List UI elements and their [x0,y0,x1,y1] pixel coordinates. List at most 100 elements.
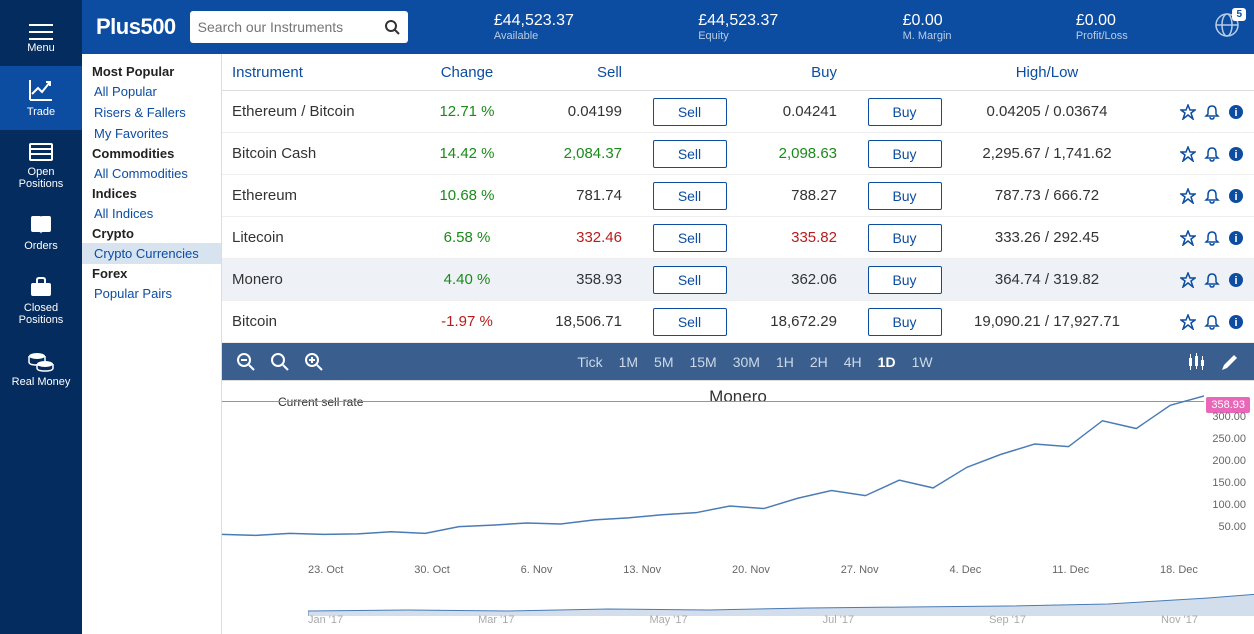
nav-trade-label: Trade [27,106,55,118]
info-icon[interactable]: i [1228,146,1244,162]
table-row[interactable]: Ethereum / Bitcoin 12.71 % 0.04199 Sell … [222,91,1254,133]
sell-button[interactable]: Sell [653,182,727,210]
nav-orders-label: Orders [24,240,58,252]
timeframe-option[interactable]: 1H [776,354,794,370]
buy-button[interactable]: Buy [868,98,942,126]
nav-open-positions-label: Open Positions [19,166,64,190]
notifications[interactable]: 5 [1214,12,1240,43]
th-buy[interactable]: Buy [737,64,857,81]
timeframe-option[interactable]: 4H [844,354,862,370]
cell-change: 4.40 % [412,271,522,288]
balance-item: £0.00M. Margin [903,12,952,42]
star-icon[interactable] [1180,188,1196,204]
y-tick: 150.00 [1212,477,1246,499]
bell-icon[interactable] [1204,314,1220,330]
nav-closed-positions[interactable]: Closed Positions [0,264,82,338]
category-item[interactable]: Risers & Fallers [82,102,221,123]
nav-trade[interactable]: Trade [0,66,82,130]
nav-open-positions[interactable]: Open Positions [0,130,82,202]
balance-label: M. Margin [903,30,952,42]
overview-chart[interactable] [308,584,1254,616]
star-icon[interactable] [1180,230,1196,246]
list-icon [28,142,54,162]
timeframe-option[interactable]: 30M [733,354,760,370]
star-icon[interactable] [1180,146,1196,162]
category-item[interactable]: My Favorites [82,123,221,144]
category-item[interactable]: All Commodities [82,163,221,184]
cell-instrument: Monero [232,271,412,288]
buy-button[interactable]: Buy [868,308,942,336]
bell-icon[interactable] [1204,230,1220,246]
cell-sell: 358.93 [522,271,642,288]
th-highlow[interactable]: High/Low [952,64,1142,81]
x2-tick: Nov '17 [1161,614,1198,626]
sell-button[interactable]: Sell [653,140,727,168]
bell-icon[interactable] [1204,104,1220,120]
search-icon[interactable] [384,19,400,35]
table-row[interactable]: Bitcoin Cash 14.42 % 2,084.37 Sell 2,098… [222,133,1254,175]
bell-icon[interactable] [1204,272,1220,288]
info-icon[interactable]: i [1228,272,1244,288]
timeframe-option[interactable]: 1W [912,354,933,370]
table-row[interactable]: Bitcoin -1.97 % 18,506.71 Sell 18,672.29… [222,301,1254,343]
info-icon[interactable]: i [1228,230,1244,246]
timeframe-option[interactable]: 5M [654,354,673,370]
buy-button[interactable]: Buy [868,224,942,252]
star-icon[interactable] [1180,314,1196,330]
sell-button[interactable]: Sell [653,266,727,294]
price-line-chart[interactable] [222,395,1204,555]
sell-button[interactable]: Sell [653,98,727,126]
left-nav: Menu Trade Open Positions Orders Closed … [0,0,82,634]
buy-button[interactable]: Buy [868,140,942,168]
pencil-icon[interactable] [1220,352,1240,372]
zoom-out-icon[interactable] [236,352,256,372]
timeframe-option[interactable]: 15M [689,354,716,370]
x-tick: 4. Dec [949,564,981,576]
th-change[interactable]: Change [412,64,522,81]
cell-instrument: Bitcoin Cash [232,145,412,162]
category-item[interactable]: All Indices [82,203,221,224]
star-icon[interactable] [1180,272,1196,288]
x-tick: 23. Oct [308,564,343,576]
cell-buy: 18,672.29 [737,313,857,330]
sell-button[interactable]: Sell [653,224,727,252]
star-icon[interactable] [1180,104,1196,120]
cell-sell: 332.46 [522,229,642,246]
nav-menu-label: Menu [27,42,55,54]
nav-menu[interactable]: Menu [0,8,82,66]
table-row[interactable]: Ethereum 10.68 % 781.74 Sell 788.27 Buy … [222,175,1254,217]
timeframe-option[interactable]: Tick [577,354,602,370]
sell-button[interactable]: Sell [653,308,727,336]
bell-icon[interactable] [1204,188,1220,204]
th-sell[interactable]: Sell [522,64,642,81]
timeframe-option[interactable]: 1D [878,354,896,370]
timeframe-option[interactable]: 1M [619,354,638,370]
x-tick: 6. Nov [521,564,553,576]
category-item[interactable]: Popular Pairs [82,283,221,304]
candlestick-icon[interactable] [1186,352,1206,372]
category-group: Crypto [82,224,221,243]
cell-change: 10.68 % [412,187,522,204]
svg-text:i: i [1234,149,1237,161]
nav-orders[interactable]: Orders [0,202,82,264]
th-instrument[interactable]: Instrument [232,64,412,81]
bell-icon[interactable] [1204,146,1220,162]
info-icon[interactable]: i [1228,104,1244,120]
y-tick: 50.00 [1212,521,1246,543]
buy-button[interactable]: Buy [868,266,942,294]
table-row[interactable]: Monero 4.40 % 358.93 Sell 362.06 Buy 364… [222,259,1254,301]
search-input[interactable] [198,19,384,35]
zoom-reset-icon[interactable] [270,352,290,372]
table-row[interactable]: Litecoin 6.58 % 332.46 Sell 335.82 Buy 3… [222,217,1254,259]
timeframe-option[interactable]: 2H [810,354,828,370]
nav-real-money[interactable]: Real Money [0,338,82,400]
category-item[interactable]: Crypto Currencies [82,243,221,264]
balance-value: £0.00 [903,12,952,30]
cell-highlow: 364.74 / 319.82 [952,271,1142,288]
info-icon[interactable]: i [1228,314,1244,330]
info-icon[interactable]: i [1228,188,1244,204]
zoom-in-icon[interactable] [304,352,324,372]
buy-button[interactable]: Buy [868,182,942,210]
balance-item: £44,523.37Available [494,12,574,42]
category-item[interactable]: All Popular [82,81,221,102]
